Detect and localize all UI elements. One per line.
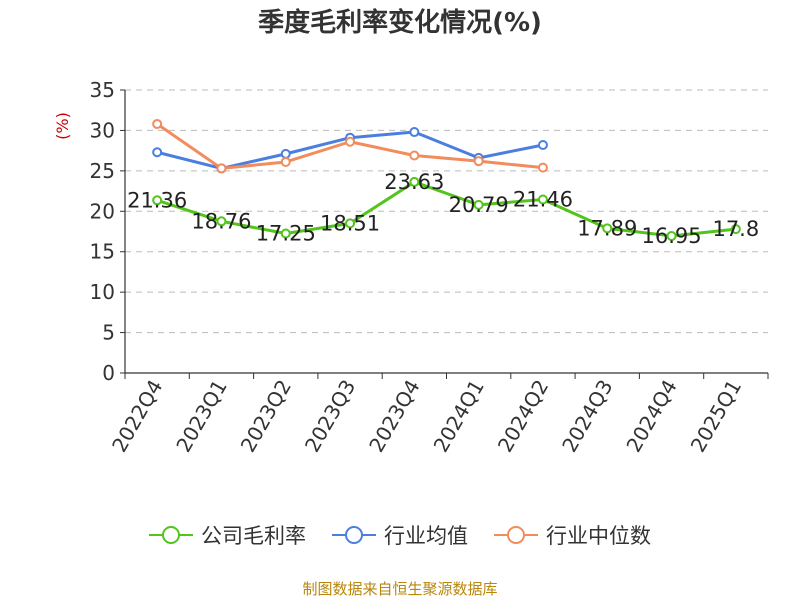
y-tick-label: 15: [90, 240, 115, 264]
legend-line-icon: [149, 526, 193, 544]
data-point: [602, 223, 613, 234]
y-tick-label: 10: [90, 280, 115, 304]
data-label: 21.46: [513, 187, 573, 211]
data-point: [152, 147, 163, 158]
data-label: 17.8: [712, 217, 759, 241]
x-tick-label: 2023Q4: [364, 376, 424, 457]
legend-line-icon: [494, 526, 538, 544]
data-label: 16.95: [641, 224, 701, 248]
data-label: 18.51: [320, 211, 380, 235]
data-label: 17.89: [577, 216, 637, 240]
data-label: 21.36: [127, 188, 187, 212]
y-tick-label: 25: [90, 159, 115, 183]
legend-label: 公司毛利率: [201, 524, 306, 548]
legend-item-industry-median[interactable]: 行业中位数: [494, 520, 651, 550]
y-tick-label: 35: [90, 78, 115, 102]
data-point: [409, 127, 420, 138]
data-point: [537, 194, 548, 205]
data-point: [473, 156, 484, 167]
y-axis-label: (%): [53, 112, 72, 140]
chart-title: 季度毛利率变化情况(%): [258, 8, 542, 38]
legend-label: 行业均值: [384, 524, 468, 548]
x-tick-label: 2024Q1: [429, 376, 489, 457]
data-point: [280, 228, 291, 239]
y-tick-label: 30: [90, 118, 115, 142]
data-point: [216, 163, 227, 174]
x-tick-label: 2025Q1: [686, 376, 746, 457]
source-note: 制图数据来自恒生聚源数据库: [302, 580, 498, 598]
x-tick-label: 2024Q4: [621, 376, 681, 457]
legend-item-company[interactable]: 公司毛利率: [149, 520, 306, 550]
data-point: [409, 176, 420, 187]
x-tick-label: 2023Q2: [236, 376, 296, 457]
data-label: 20.79: [449, 193, 509, 217]
y-tick-label: 0: [102, 361, 115, 385]
legend-label: 行业中位数: [546, 524, 651, 548]
data-point: [345, 218, 356, 229]
x-tick-label: 2024Q3: [557, 376, 617, 457]
data-point: [152, 118, 163, 129]
series-line: [156, 180, 737, 238]
data-point: [345, 136, 356, 147]
y-tick-label: 20: [90, 199, 115, 223]
data-point: [280, 156, 291, 167]
legend-item-industry-mean[interactable]: 行业均值: [332, 520, 468, 550]
data-point: [666, 230, 677, 241]
data-point: [152, 195, 163, 206]
data-point: [216, 216, 227, 227]
x-tick-label: 2023Q1: [171, 376, 231, 457]
data-point: [473, 199, 484, 210]
data-label: 18.76: [191, 209, 251, 233]
data-point: [409, 150, 420, 161]
y-tick-label: 5: [102, 321, 115, 345]
data-point: [537, 162, 548, 173]
legend-line-icon: [332, 526, 376, 544]
x-tick-label: 2023Q3: [300, 376, 360, 457]
x-tick-label: 2022Q4: [107, 376, 167, 457]
x-tick-label: 2024Q2: [493, 376, 553, 457]
data-label: 17.25: [256, 222, 316, 246]
data-point: [280, 148, 291, 159]
data-label: 23.63: [384, 170, 444, 194]
data-point: [537, 139, 548, 150]
data-point: [730, 224, 741, 235]
legend: 公司毛利率 行业均值 行业中位数: [0, 520, 800, 550]
